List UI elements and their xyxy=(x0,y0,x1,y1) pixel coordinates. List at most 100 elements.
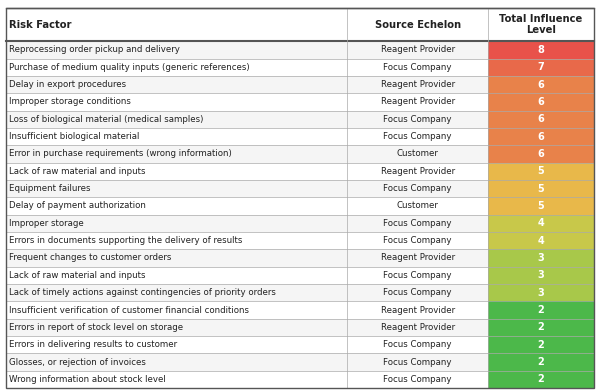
Text: Lack of raw material and inputs: Lack of raw material and inputs xyxy=(9,167,146,176)
FancyBboxPatch shape xyxy=(488,180,594,197)
Text: Customer: Customer xyxy=(397,149,439,158)
FancyBboxPatch shape xyxy=(6,284,594,301)
Text: Focus Company: Focus Company xyxy=(383,184,452,193)
Text: Reprocessing order pickup and delivery: Reprocessing order pickup and delivery xyxy=(9,45,180,54)
Text: Lack of raw material and inputs: Lack of raw material and inputs xyxy=(9,271,146,280)
Text: Focus Company: Focus Company xyxy=(383,219,452,228)
Text: Focus Company: Focus Company xyxy=(383,236,452,245)
Text: 6: 6 xyxy=(538,132,544,142)
Text: 6: 6 xyxy=(538,114,544,124)
Text: 2: 2 xyxy=(538,374,544,385)
Text: Reagent Provider: Reagent Provider xyxy=(380,97,455,106)
Text: Improper storage: Improper storage xyxy=(9,219,84,228)
FancyBboxPatch shape xyxy=(6,336,594,354)
Text: Frequent changes to customer orders: Frequent changes to customer orders xyxy=(9,254,172,263)
Text: Customer: Customer xyxy=(397,201,439,211)
FancyBboxPatch shape xyxy=(488,76,594,93)
FancyBboxPatch shape xyxy=(6,128,594,145)
Text: Reagent Provider: Reagent Provider xyxy=(380,80,455,89)
Text: Reagent Provider: Reagent Provider xyxy=(380,323,455,332)
FancyBboxPatch shape xyxy=(488,267,594,284)
Text: 7: 7 xyxy=(538,62,544,72)
Text: Risk Factor: Risk Factor xyxy=(9,20,71,29)
Text: 3: 3 xyxy=(538,253,544,263)
Text: 2: 2 xyxy=(538,322,544,332)
Text: Focus Company: Focus Company xyxy=(383,132,452,141)
Text: Focus Company: Focus Company xyxy=(383,271,452,280)
FancyBboxPatch shape xyxy=(6,197,594,215)
FancyBboxPatch shape xyxy=(6,215,594,232)
Text: Insufficient verification of customer financial conditions: Insufficient verification of customer fi… xyxy=(9,305,249,314)
Text: Focus Company: Focus Company xyxy=(383,63,452,72)
FancyBboxPatch shape xyxy=(6,93,594,111)
Text: Reagent Provider: Reagent Provider xyxy=(380,45,455,54)
Text: 8: 8 xyxy=(538,45,545,55)
FancyBboxPatch shape xyxy=(6,232,594,249)
Text: Focus Company: Focus Company xyxy=(383,115,452,124)
Text: Focus Company: Focus Company xyxy=(383,358,452,367)
Text: 3: 3 xyxy=(538,270,544,280)
Text: Source Echelon: Source Echelon xyxy=(374,20,461,29)
Text: Equipment failures: Equipment failures xyxy=(9,184,91,193)
Text: Focus Company: Focus Company xyxy=(383,375,452,384)
Text: Loss of biological material (medical samples): Loss of biological material (medical sam… xyxy=(9,115,203,124)
FancyBboxPatch shape xyxy=(6,371,594,388)
FancyBboxPatch shape xyxy=(488,354,594,371)
Text: Delay of payment authorization: Delay of payment authorization xyxy=(9,201,146,211)
Text: 5: 5 xyxy=(538,201,544,211)
FancyBboxPatch shape xyxy=(6,145,594,163)
Text: Errors in delivering results to customer: Errors in delivering results to customer xyxy=(9,340,177,349)
Text: 6: 6 xyxy=(538,97,544,107)
Text: Improper storage conditions: Improper storage conditions xyxy=(9,97,131,106)
FancyBboxPatch shape xyxy=(6,301,594,319)
Text: 3: 3 xyxy=(538,288,544,298)
Text: Total Influence
Level: Total Influence Level xyxy=(499,14,583,35)
FancyBboxPatch shape xyxy=(6,58,594,76)
FancyBboxPatch shape xyxy=(488,145,594,163)
FancyBboxPatch shape xyxy=(488,163,594,180)
FancyBboxPatch shape xyxy=(6,354,594,371)
Text: Errors in report of stock level on storage: Errors in report of stock level on stora… xyxy=(9,323,183,332)
Text: 5: 5 xyxy=(538,166,544,176)
Text: Reagent Provider: Reagent Provider xyxy=(380,254,455,263)
Text: 2: 2 xyxy=(538,340,544,350)
FancyBboxPatch shape xyxy=(488,58,594,76)
FancyBboxPatch shape xyxy=(488,284,594,301)
FancyBboxPatch shape xyxy=(6,180,594,197)
FancyBboxPatch shape xyxy=(488,215,594,232)
FancyBboxPatch shape xyxy=(488,93,594,111)
FancyBboxPatch shape xyxy=(488,301,594,319)
Text: 2: 2 xyxy=(538,305,544,315)
FancyBboxPatch shape xyxy=(6,111,594,128)
Text: Lack of timely actions against contingencies of priority orders: Lack of timely actions against contingen… xyxy=(9,288,276,297)
FancyBboxPatch shape xyxy=(6,163,594,180)
Text: 4: 4 xyxy=(538,218,544,228)
FancyBboxPatch shape xyxy=(488,319,594,336)
FancyBboxPatch shape xyxy=(488,41,594,58)
FancyBboxPatch shape xyxy=(6,267,594,284)
Text: 2: 2 xyxy=(538,357,544,367)
Text: Reagent Provider: Reagent Provider xyxy=(380,305,455,314)
FancyBboxPatch shape xyxy=(6,319,594,336)
FancyBboxPatch shape xyxy=(6,41,594,58)
FancyBboxPatch shape xyxy=(488,197,594,215)
Text: Glosses, or rejection of invoices: Glosses, or rejection of invoices xyxy=(9,358,146,367)
Text: Reagent Provider: Reagent Provider xyxy=(380,167,455,176)
FancyBboxPatch shape xyxy=(488,111,594,128)
Text: 5: 5 xyxy=(538,183,544,194)
FancyBboxPatch shape xyxy=(488,249,594,267)
Text: Insufficient biological material: Insufficient biological material xyxy=(9,132,139,141)
Text: Purchase of medium quality inputs (generic references): Purchase of medium quality inputs (gener… xyxy=(9,63,250,72)
Text: Error in purchase requirements (wrong information): Error in purchase requirements (wrong in… xyxy=(9,149,232,158)
Text: Delay in export procedures: Delay in export procedures xyxy=(9,80,126,89)
FancyBboxPatch shape xyxy=(488,128,594,145)
FancyBboxPatch shape xyxy=(6,249,594,267)
Text: Focus Company: Focus Company xyxy=(383,288,452,297)
Text: Wrong information about stock level: Wrong information about stock level xyxy=(9,375,166,384)
FancyBboxPatch shape xyxy=(6,76,594,93)
FancyBboxPatch shape xyxy=(6,8,594,41)
FancyBboxPatch shape xyxy=(488,336,594,354)
Text: 6: 6 xyxy=(538,149,544,159)
FancyBboxPatch shape xyxy=(488,232,594,249)
Text: 6: 6 xyxy=(538,80,544,89)
